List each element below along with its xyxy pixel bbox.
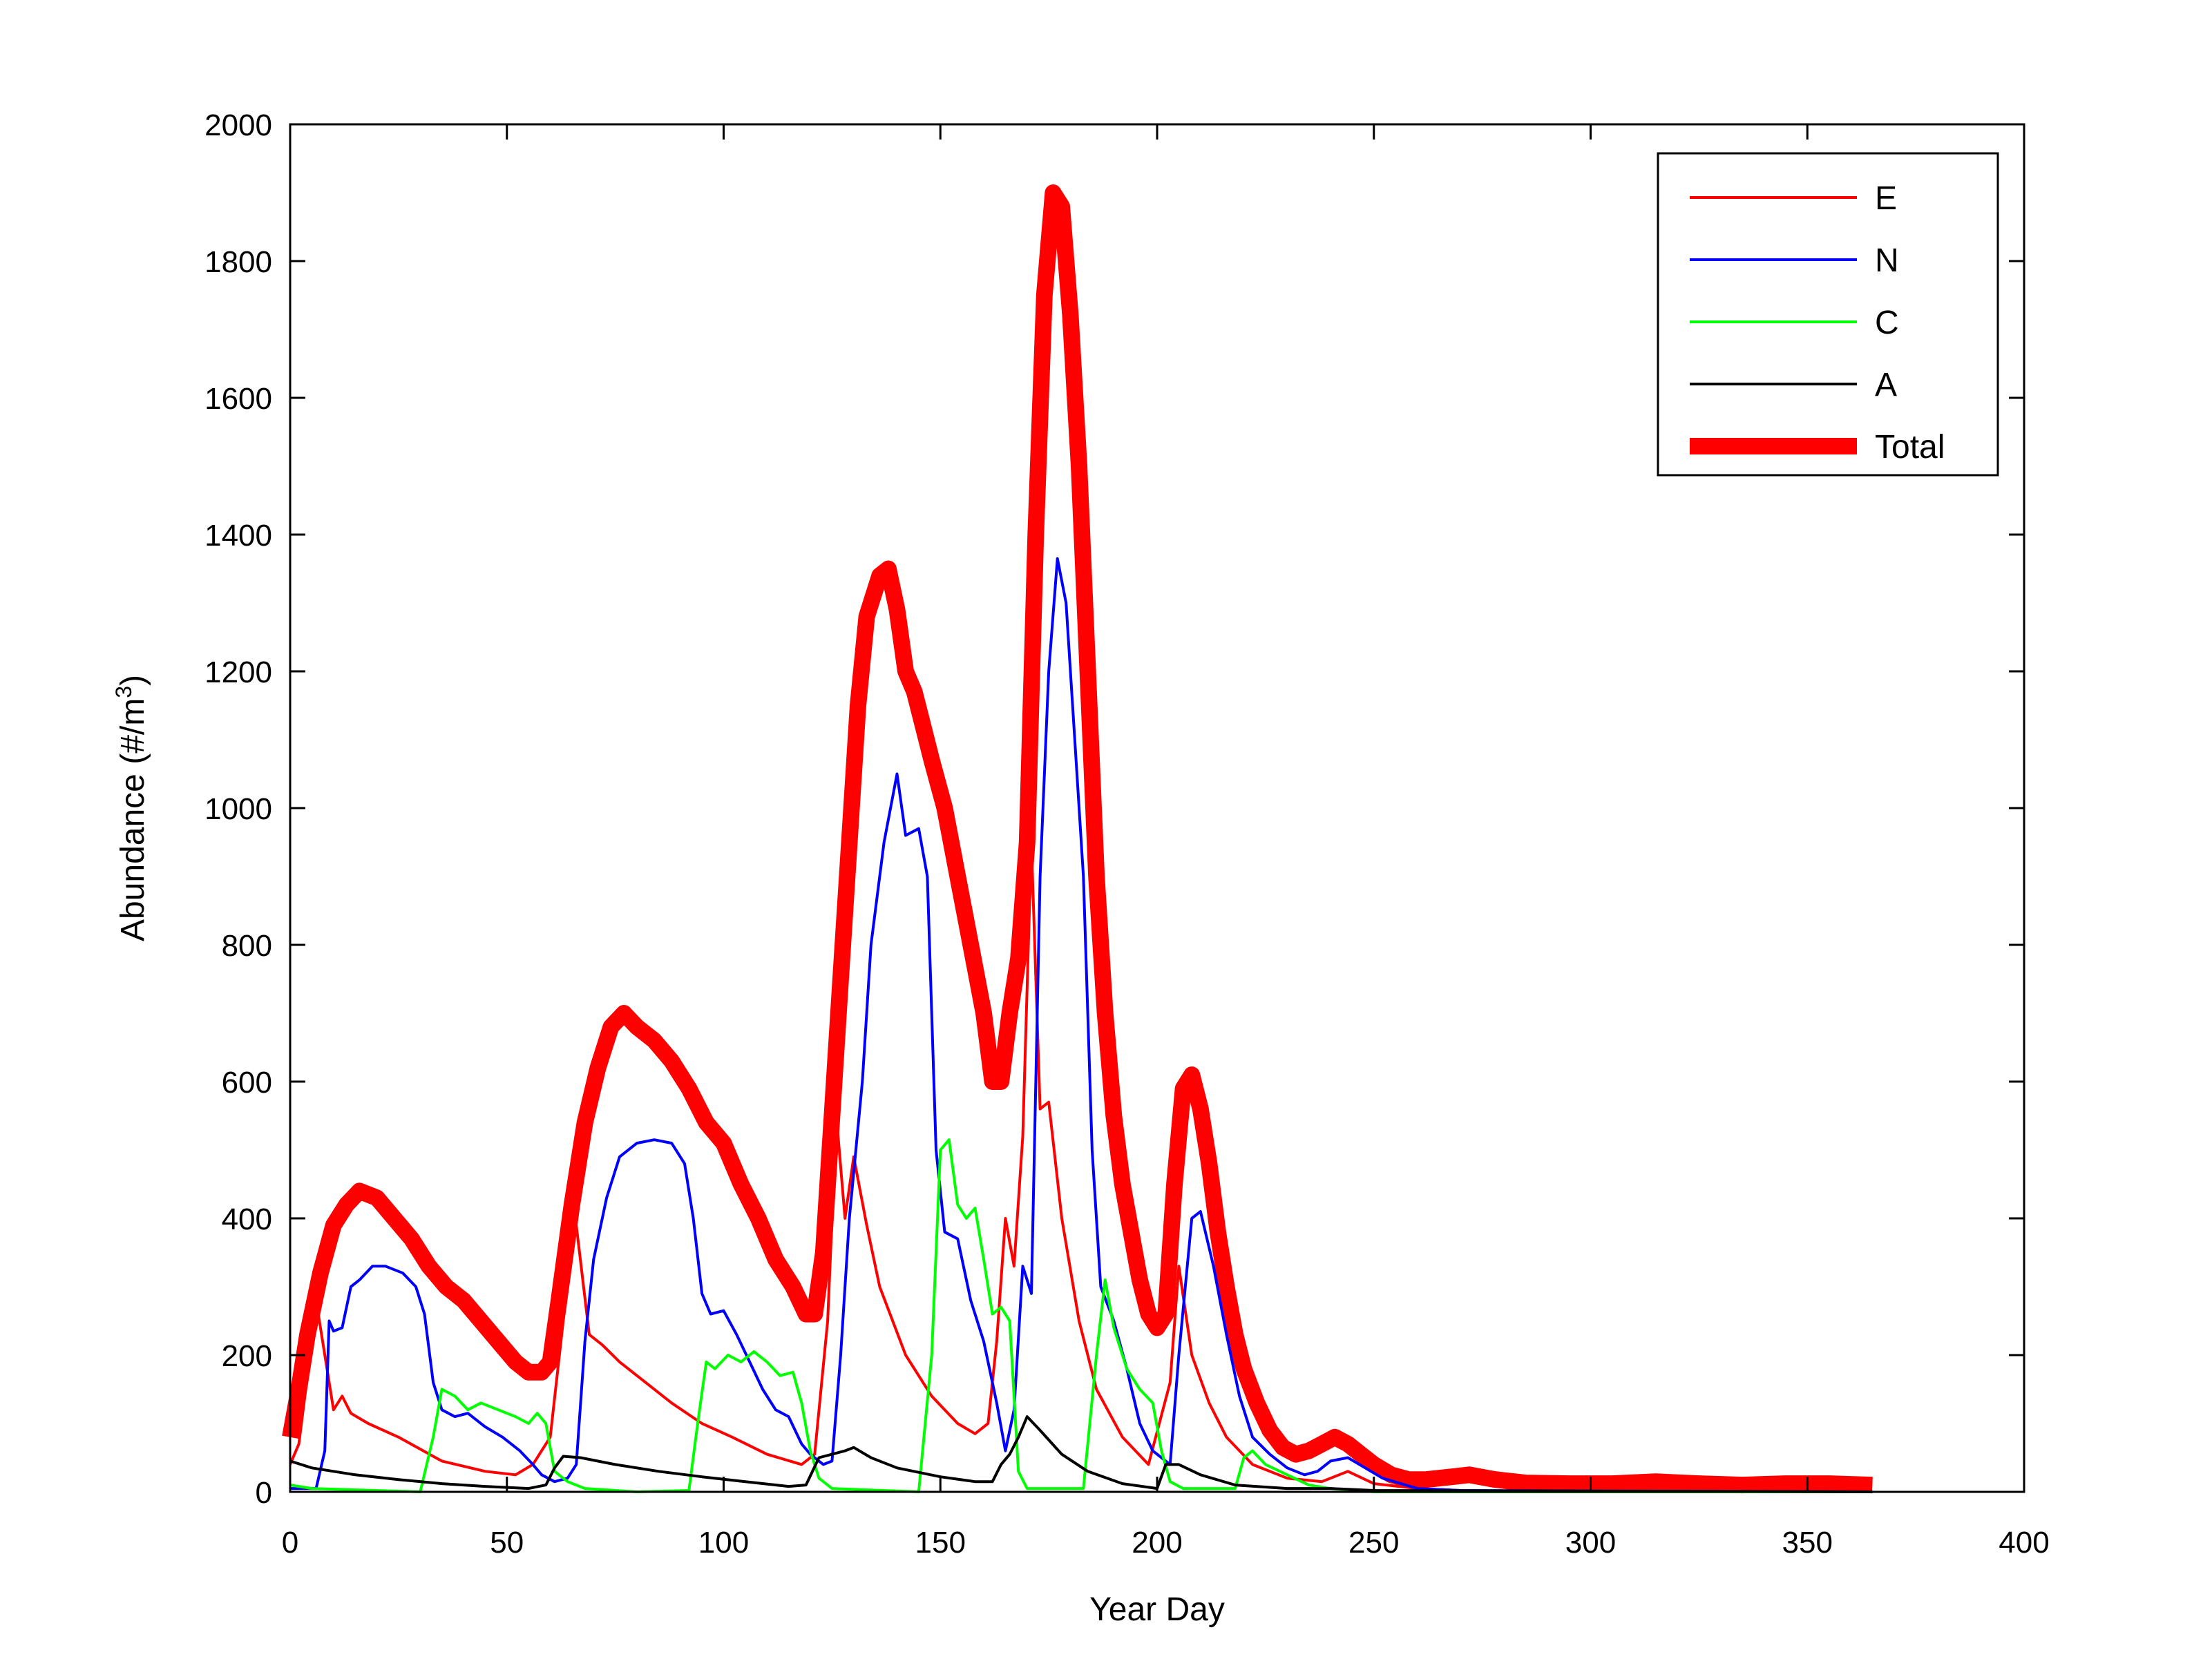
x-tick-label: 200 (1132, 1526, 1182, 1560)
y-tick-label: 1600 (204, 382, 272, 416)
series-line-total (282, 184, 1873, 1494)
y-tick-label: 200 (222, 1339, 272, 1373)
x-tick-label: 400 (1999, 1526, 2049, 1560)
y-axis-title-suffix: ) (115, 675, 151, 686)
y-axis-title: Abundance (#/m3) (111, 675, 151, 941)
legend-label-a: A (1875, 367, 1897, 403)
x-tick-label: 150 (915, 1526, 966, 1560)
y-tick-label: 1000 (204, 792, 272, 826)
series-line-a (289, 1415, 1873, 1493)
y-tick-label: 800 (222, 929, 272, 963)
y-tick-label: 0 (256, 1476, 272, 1510)
series-layer (282, 184, 1873, 1494)
x-tick-label: 100 (698, 1526, 749, 1560)
y-axis-title-superscript: 3 (111, 686, 136, 698)
x-axis: 0 50 100 150 200 250 300 350 400 (282, 124, 2050, 1560)
series-line-n (290, 557, 1873, 1493)
y-tick-label: 2000 (204, 108, 272, 142)
legend-label-n: N (1875, 242, 1899, 279)
y-tick-label: 400 (222, 1202, 272, 1236)
x-tick-label: 0 (282, 1526, 298, 1560)
x-tick-label: 300 (1565, 1526, 1616, 1560)
y-axis: 0 200 400 600 800 1000 1200 1400 1600 1800 2000 (204, 108, 2024, 1510)
legend-label-c: C (1875, 305, 1899, 341)
series-line-e (289, 841, 1873, 1493)
x-tick-label: 50 (490, 1526, 524, 1560)
y-tick-label: 1200 (204, 655, 272, 689)
x-tick-label: 250 (1348, 1526, 1399, 1560)
legend-label-total: Total (1875, 429, 1945, 466)
y-tick-label: 1800 (204, 245, 272, 279)
y-tick-label: 600 (222, 1066, 272, 1100)
x-axis-title: Year Day (1089, 1591, 1225, 1628)
y-axis-title-main: Abundance (#/m (115, 698, 151, 941)
legend-box (1657, 152, 1999, 477)
legend-label-e: E (1875, 180, 1897, 217)
y-tick-label: 1400 (204, 519, 272, 553)
x-tick-label: 350 (1782, 1526, 1833, 1560)
